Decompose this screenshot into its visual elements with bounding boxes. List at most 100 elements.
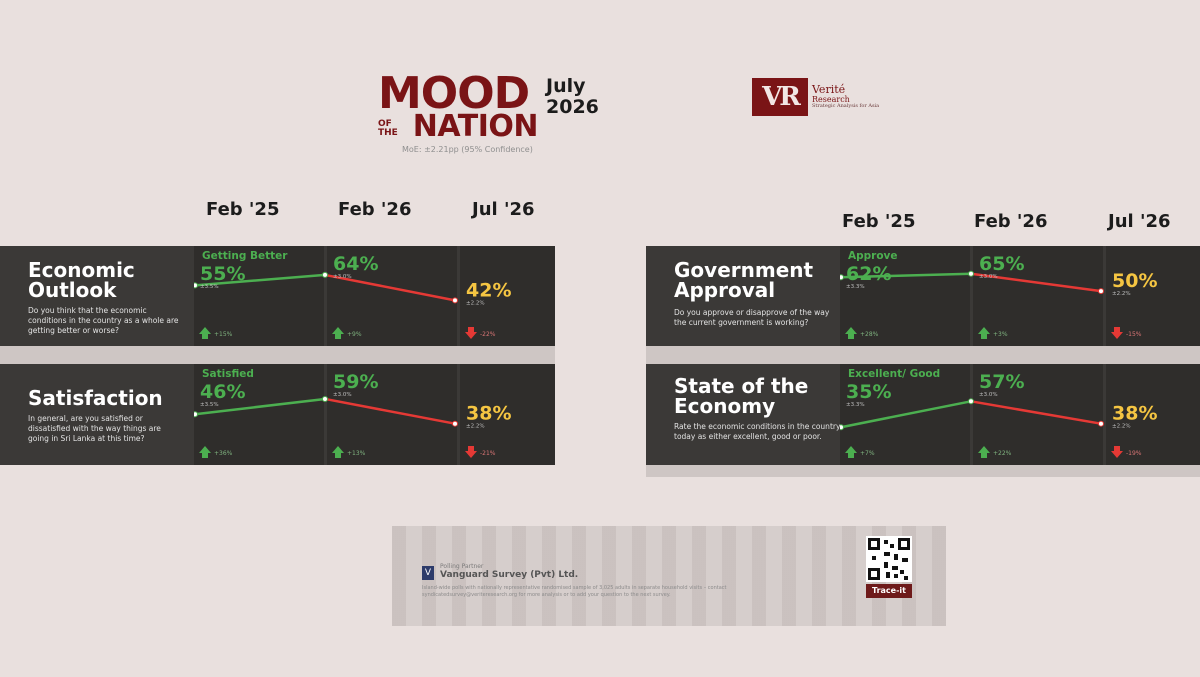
- moe-label-1: ±3.0%: [333, 274, 352, 280]
- moe-label-2: ±2.2%: [1112, 424, 1131, 430]
- value-label-1: 57%: [979, 371, 1024, 393]
- moe-label-2: ±2.2%: [466, 300, 485, 306]
- arrow-up-icon: [199, 327, 211, 339]
- chart-column-0: [194, 364, 324, 465]
- series-line-segment-1: [194, 397, 326, 416]
- series-label: Excellent/ Good: [848, 368, 940, 380]
- moe-label-0: ±3.5%: [200, 284, 219, 290]
- panel-title: Government Approval: [674, 258, 814, 303]
- value-label-0: 46%: [200, 381, 245, 403]
- moe-label-0: ±3.3%: [846, 284, 865, 290]
- arrow-up-icon: [332, 446, 344, 458]
- data-point-1: [322, 395, 328, 402]
- data-point-1: [968, 270, 974, 277]
- col-head-right-1: Feb '26: [974, 211, 1048, 232]
- change-label-2: -21%: [480, 450, 496, 457]
- verite-research-logo: VR Verité Research Strategic Analysis fo…: [752, 78, 879, 116]
- col-head-right-2: Jul '26: [1108, 211, 1171, 232]
- series-line-segment-1: [194, 273, 326, 287]
- vanguard-logo-icon: V: [422, 566, 434, 580]
- panel-state-of-economy: State of the Economy Rate the economic c…: [646, 364, 1200, 465]
- panel-title: Satisfaction: [28, 386, 163, 410]
- series-line-segment-2: [970, 400, 1102, 425]
- panel-satisfaction: Satisfaction In general, are you satisfi…: [0, 364, 555, 465]
- arrow-down-icon: [1111, 327, 1123, 339]
- vr-logo-mark: VR: [752, 78, 808, 116]
- title-of-the: OF THE: [378, 119, 398, 138]
- series-line-segment-1: [840, 272, 972, 279]
- arrow-up-icon: [332, 327, 344, 339]
- panel-government-approval: Government Approval Do you approve or di…: [646, 246, 1200, 346]
- data-point-1: [322, 271, 328, 278]
- panel-title: State of the Economy: [674, 374, 809, 419]
- footer-panel: [392, 526, 946, 626]
- panel-title: Economic Outlook: [28, 258, 135, 303]
- title-line1: MOOD: [378, 68, 530, 119]
- moe-label-0: ±3.3%: [846, 402, 865, 408]
- series-line-segment-2: [970, 272, 1102, 293]
- change-label-0: +36%: [214, 450, 233, 457]
- value-label-0: 62%: [846, 263, 891, 285]
- margin-of-error: MoE: ±2.21pp (95% Confidence): [402, 145, 533, 154]
- logo-line1: Verité: [812, 83, 846, 97]
- data-point-0: [194, 282, 198, 289]
- series-label: Satisfied: [202, 368, 254, 380]
- value-label-0: 55%: [200, 263, 245, 285]
- data-point-0: [840, 274, 844, 281]
- change-label-0: +28%: [860, 331, 879, 338]
- survey-month: July: [546, 75, 586, 97]
- col-head-left-1: Feb '26: [338, 199, 412, 220]
- arrow-up-icon: [978, 446, 990, 458]
- polling-partner-label: Polling Partner: [440, 563, 484, 570]
- arrow-up-icon: [978, 327, 990, 339]
- survey-year: 2026: [546, 95, 599, 118]
- separator-strip-left: [0, 346, 555, 364]
- series-line-segment-2: [324, 273, 456, 302]
- trace-it-label[interactable]: Trace-it: [866, 584, 912, 598]
- chart-column-0: [840, 246, 970, 346]
- qr-code-icon[interactable]: [866, 536, 912, 582]
- col-head-left-2: Jul '26: [472, 199, 535, 220]
- footer-note: Island-wide polls with nationally repres…: [422, 585, 727, 599]
- series-line-segment-1: [840, 400, 972, 429]
- chart-column-0: [194, 246, 324, 346]
- arrow-up-icon: [845, 446, 857, 458]
- moe-label-0: ±3.5%: [200, 402, 219, 408]
- value-label-0: 35%: [846, 381, 891, 403]
- change-label-2: -15%: [1126, 331, 1142, 338]
- series-label: Approve: [848, 250, 898, 262]
- data-point-2: [452, 420, 458, 427]
- moe-label-2: ±2.2%: [466, 424, 485, 430]
- change-label-1: +9%: [347, 331, 362, 338]
- separator-strip-right: [646, 346, 1200, 364]
- footer-background: [392, 526, 946, 626]
- change-label-0: +15%: [214, 331, 233, 338]
- panel-economic-outlook: Economic Outlook Do you think that the e…: [0, 246, 555, 346]
- title-line2: NATION: [412, 109, 539, 144]
- change-label-0: +7%: [860, 450, 875, 457]
- data-point-2: [1098, 420, 1104, 427]
- value-label-2: 38%: [466, 403, 511, 425]
- series-label: Getting Better: [202, 250, 288, 262]
- bottom-strip-right: [646, 465, 1200, 477]
- change-label-1: +3%: [993, 331, 1008, 338]
- change-label-1: +13%: [347, 450, 366, 457]
- series-line-segment-2: [324, 397, 456, 425]
- chart-column-2: [1106, 246, 1200, 346]
- change-label-1: +22%: [993, 450, 1012, 457]
- moe-label-1: ±3.0%: [979, 274, 998, 280]
- data-point-2: [1098, 288, 1104, 295]
- arrow-up-icon: [199, 446, 211, 458]
- value-label-1: 59%: [333, 371, 378, 393]
- value-label-1: 64%: [333, 253, 378, 275]
- arrow-down-icon: [465, 327, 477, 339]
- arrow-up-icon: [845, 327, 857, 339]
- data-point-0: [194, 411, 198, 418]
- panel-question: Do you approve or disapprove of the way …: [674, 308, 830, 328]
- data-point-0: [840, 424, 844, 431]
- arrow-down-icon: [1111, 446, 1123, 458]
- panel-question: Do you think that the economic condition…: [28, 306, 179, 336]
- chart-column-2: [1106, 364, 1200, 465]
